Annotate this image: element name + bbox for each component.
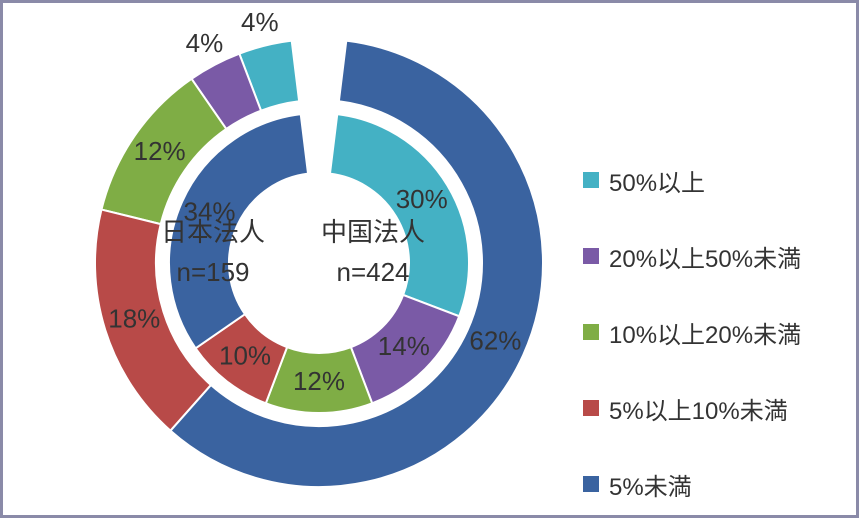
legend-label: 50%以上 (609, 163, 705, 198)
outer-ring-n: n=159 (176, 257, 249, 287)
chart-container: 4%4%12%18%62%30%14%12%10%34%日本法人n=159中国法… (0, 0, 859, 518)
legend-label: 5%未満 (609, 467, 692, 502)
legend-label: 20%以上50%未満 (609, 239, 801, 274)
legend-item-lt5: 5%未満 (583, 461, 801, 507)
legend: 50%以上 20%以上50%未満 10%以上20%未満 5%以上10%未満 5%未満 (583, 157, 801, 507)
legend-item-ge50: 50%以上 (583, 157, 801, 203)
inner-label-5_10: 10% (219, 340, 271, 370)
inner-label-10_20: 12% (293, 366, 345, 396)
legend-item-10_20: 10%以上20%未満 (583, 309, 801, 355)
outer-ring-title: 日本法人 (161, 217, 265, 247)
legend-label: 10%以上20%未満 (609, 315, 801, 350)
legend-item-20_50: 20%以上50%未満 (583, 233, 801, 279)
outer-label-20_50: 4% (186, 28, 224, 58)
legend-swatch-lt5 (583, 476, 599, 492)
inner-label-20_50: 14% (378, 331, 430, 361)
outer-label-lt5: 62% (469, 325, 521, 355)
legend-swatch-5_10 (583, 400, 599, 416)
outer-label-10_20: 12% (134, 136, 186, 166)
inner-ring-title: 中国法人 (321, 217, 425, 247)
outer-label-ge50: 4% (241, 7, 279, 37)
legend-item-5_10: 5%以上10%未満 (583, 385, 801, 431)
outer-label-5_10: 18% (108, 304, 160, 334)
legend-swatch-20_50 (583, 248, 599, 264)
legend-swatch-10_20 (583, 324, 599, 340)
legend-label: 5%以上10%未満 (609, 391, 788, 426)
legend-swatch-ge50 (583, 172, 599, 188)
inner-ring-n: n=424 (336, 257, 409, 287)
inner-label-ge50: 30% (396, 184, 448, 214)
